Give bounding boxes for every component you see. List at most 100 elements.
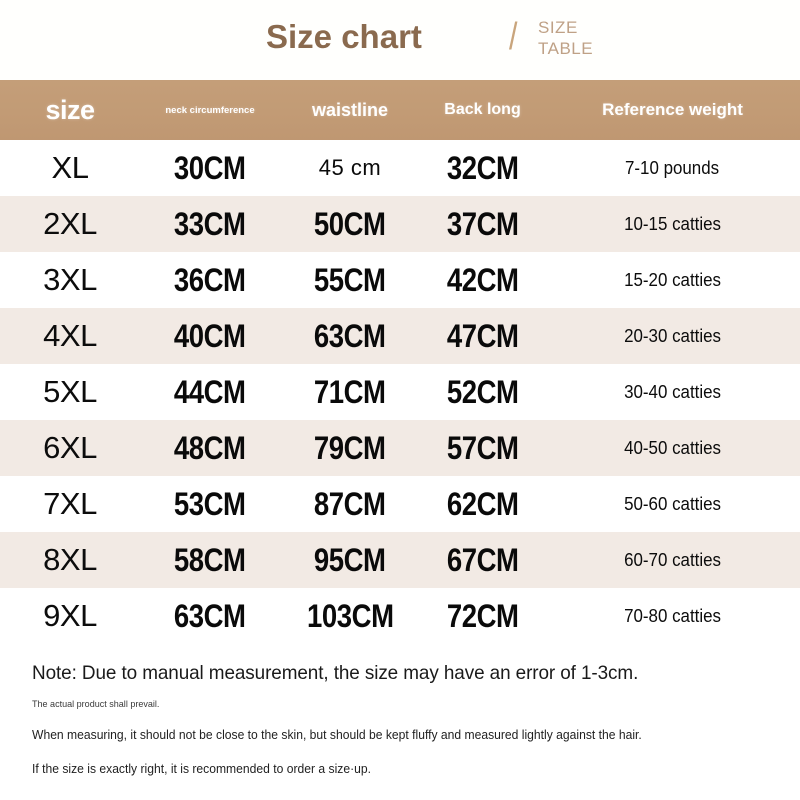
column-header-back-long-label: Back long	[444, 101, 521, 118]
column-header-size: size	[0, 95, 140, 126]
back-long-cell: 32CM	[420, 140, 545, 196]
weight-cell: 70-80 catties	[545, 588, 800, 644]
size-cell: 4XL	[0, 308, 140, 364]
weight-cell: 10-15 catties	[545, 196, 800, 252]
title-subtitle: SIZE TABLE	[538, 17, 593, 59]
column-header-waistline-label: waistline	[311, 99, 389, 120]
column-header-neck-label: neck circumference	[165, 104, 255, 116]
neck-cell: 53CM	[140, 476, 280, 532]
weight-cell: 20-30 catties	[545, 308, 800, 364]
note-size-up-recommendation: If the size is exactly right, it is reco…	[32, 762, 371, 776]
waistline-cell: 71CM	[280, 364, 420, 420]
weight-value: 40-50 catties	[624, 437, 721, 458]
notes-section: Note: Due to manual measurement, the siz…	[0, 644, 800, 800]
neck-value: 58CM	[174, 541, 246, 578]
title-subtitle-line1: SIZE	[538, 18, 578, 37]
back-long-value: 32CM	[446, 149, 519, 186]
neck-value: 36CM	[174, 261, 246, 298]
waistline-value: 55CM	[314, 261, 386, 298]
back-long-cell: 72CM	[420, 588, 545, 644]
neck-value: 30CM	[174, 149, 246, 186]
waistline-cell: 63CM	[280, 308, 420, 364]
waistline-value: 95CM	[314, 541, 386, 578]
note-measurement-error: Note: Due to manual measurement, the siz…	[32, 662, 639, 684]
waistline-cell: 87CM	[280, 476, 420, 532]
neck-value: 48CM	[174, 429, 246, 466]
size-value: 6XL	[43, 430, 97, 465]
weight-value: 70-80 catties	[624, 605, 721, 626]
waistline-cell: 79CM	[280, 420, 420, 476]
title-subtitle-line2: TABLE	[538, 39, 594, 58]
waistline-value: 103CM	[306, 597, 394, 634]
size-cell: 7XL	[0, 476, 140, 532]
waistline-value: 87CM	[314, 485, 386, 522]
back-long-cell: 37CM	[420, 196, 545, 252]
size-cell: 9XL	[0, 588, 140, 644]
waistline-value: 63CM	[314, 317, 386, 354]
size-value: 8XL	[43, 542, 97, 577]
weight-value: 20-30 catties	[624, 325, 721, 346]
waistline-cell: 103CM	[280, 588, 420, 644]
waistline-value: 71CM	[314, 373, 386, 410]
table-row: 8XL 58CM 95CM 67CM 60-70 catties	[0, 532, 800, 588]
weight-value: 60-70 catties	[624, 549, 721, 570]
weight-value: 50-60 catties	[624, 493, 721, 514]
note-actual-product: The actual product shall prevail.	[32, 699, 160, 710]
waistline-cell: 55CM	[280, 252, 420, 308]
column-header-weight: Reference weight	[545, 100, 800, 120]
table-header-row: size neck circumference waistline Back l…	[0, 80, 800, 140]
table-body: XL 30CM 45 cm 32CM 7-10 pounds 2XL 33CM 50CM 37C…	[0, 140, 800, 644]
neck-cell: 40CM	[140, 308, 280, 364]
neck-cell: 58CM	[140, 532, 280, 588]
weight-value: 15-20 catties	[624, 269, 721, 290]
table-row: 4XL 40CM 63CM 47CM 20-30 catties	[0, 308, 800, 364]
back-long-value: 37CM	[446, 205, 519, 242]
size-value: 2XL	[43, 206, 97, 241]
neck-cell: 33CM	[140, 196, 280, 252]
weight-cell: 7-10 pounds	[545, 140, 800, 196]
table-row: 9XL 63CM 103CM 72CM 70-80 catties	[0, 588, 800, 644]
table-row: 5XL 44CM 71CM 52CM 30-40 catties	[0, 364, 800, 420]
back-long-value: 72CM	[446, 597, 519, 634]
back-long-value: 52CM	[446, 373, 519, 410]
neck-value: 40CM	[174, 317, 246, 354]
weight-cell: 60-70 catties	[545, 532, 800, 588]
waistline-value: 45 cm	[318, 155, 382, 180]
back-long-cell: 47CM	[420, 308, 545, 364]
weight-value: 30-40 catties	[624, 381, 721, 402]
weight-cell: 15-20 catties	[545, 252, 800, 308]
table-row: 6XL 48CM 79CM 57CM 40-50 catties	[0, 420, 800, 476]
back-long-value: 67CM	[446, 541, 519, 578]
column-header-back-long: Back long	[420, 101, 545, 119]
size-cell: 2XL	[0, 196, 140, 252]
neck-cell: 36CM	[140, 252, 280, 308]
table-row: 3XL 36CM 55CM 42CM 15-20 catties	[0, 252, 800, 308]
back-long-cell: 42CM	[420, 252, 545, 308]
size-value: 9XL	[43, 598, 97, 633]
neck-value: 53CM	[174, 485, 246, 522]
neck-value: 63CM	[174, 597, 246, 634]
note-measuring-method: When measuring, it should not be close t…	[32, 728, 642, 742]
page-title: Size chart	[266, 18, 422, 55]
back-long-value: 42CM	[446, 261, 519, 298]
neck-value: 44CM	[174, 373, 246, 410]
column-header-weight-label: Reference weight	[602, 100, 743, 119]
table-row: XL 30CM 45 cm 32CM 7-10 pounds	[0, 140, 800, 196]
size-value: 7XL	[43, 486, 97, 521]
size-value: 4XL	[43, 318, 97, 353]
size-value: XL	[51, 150, 89, 185]
neck-cell: 30CM	[140, 140, 280, 196]
title-divider-slash: /	[509, 16, 518, 58]
column-header-waistline: waistline	[280, 100, 420, 121]
size-cell: 6XL	[0, 420, 140, 476]
neck-cell: 63CM	[140, 588, 280, 644]
table-row: 2XL 33CM 50CM 37CM 10-15 catties	[0, 196, 800, 252]
back-long-cell: 62CM	[420, 476, 545, 532]
weight-value: 7-10 pounds	[625, 157, 720, 178]
size-value: 3XL	[43, 262, 97, 297]
size-cell: 5XL	[0, 364, 140, 420]
size-cell: XL	[0, 140, 140, 196]
back-long-cell: 57CM	[420, 420, 545, 476]
size-cell: 3XL	[0, 252, 140, 308]
